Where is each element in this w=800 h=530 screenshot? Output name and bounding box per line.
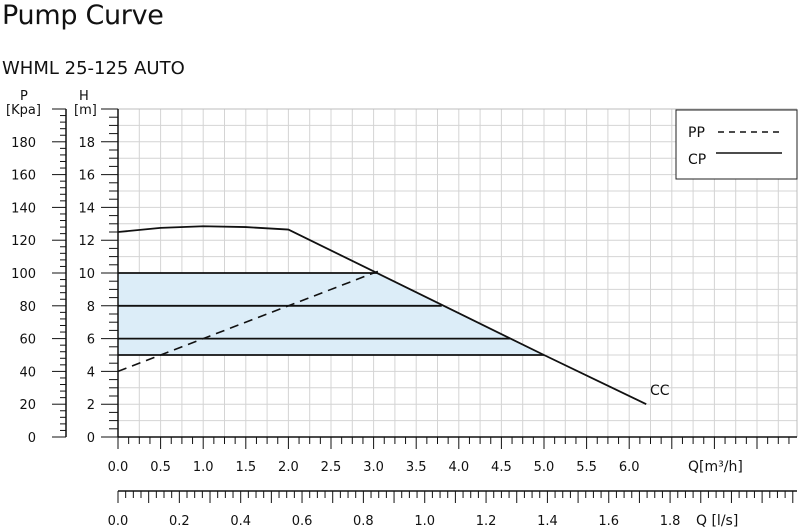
q-m3h-tick-label: 3.0 (363, 460, 384, 475)
max-performance-curve (117, 225, 647, 406)
h-axis-tick-label: 18 (78, 136, 95, 151)
p-axis-tick-label: 20 (19, 398, 36, 413)
q-ls-tick-label: 1.6 (598, 514, 619, 529)
q-m3h-tick-label: 4.5 (491, 460, 512, 475)
h-axis-tick-label: 0 (87, 431, 95, 446)
h-axis-unit: [m] (74, 103, 97, 118)
q-m3h-tick-label: 0.0 (108, 460, 129, 475)
q-ls-tick-label: 1.0 (414, 514, 435, 529)
q-ls-tick-label: 0.0 (108, 514, 129, 529)
q-ls-tick-label: 0.2 (169, 514, 190, 529)
h-axis-tick-label: 2 (87, 398, 95, 413)
h-axis-tick-label: 8 (87, 300, 95, 315)
chart-curves (117, 225, 647, 406)
q-ls-tick-label: 0.8 (353, 514, 374, 529)
q-m3h-tick-label: 6.0 (619, 460, 640, 475)
p-axis-tick-label: 60 (19, 333, 36, 348)
p-axis-symbol: P (20, 89, 28, 104)
operating-range-fill (118, 273, 544, 355)
p-axis-tick-label: 80 (19, 300, 36, 315)
h-axis-tick-label: 12 (78, 234, 95, 249)
q-ls-tick-label: 0.4 (230, 514, 251, 529)
legend-box (675, 109, 798, 180)
h-axis-symbol: H (79, 89, 89, 104)
q-m3h-tick-label: 3.5 (406, 460, 427, 475)
p-axis-tick-label: 180 (11, 136, 36, 151)
q-m3h-tick-label: 1.0 (193, 460, 214, 475)
p-axis-unit: [Kpa] (6, 103, 41, 118)
q-ls-tick-label: 1.2 (476, 514, 497, 529)
page-title: Pump Curve (2, 0, 164, 31)
q-m3h-tick-label: 0.5 (150, 460, 171, 475)
q-m3h-tick-label: 5.5 (576, 460, 597, 475)
h-axis-tick-label: 10 (78, 267, 95, 282)
q-m3h-tick-label: 5.0 (534, 460, 555, 475)
h-axis-tick-label: 14 (78, 201, 95, 216)
q-m3h-tick-label: 2.5 (321, 460, 342, 475)
p-axis-tick-label: 140 (11, 201, 36, 216)
p-axis-tick-label: 100 (11, 267, 36, 282)
q-m3h-axis-label: Q[m³/h] (688, 459, 743, 475)
operating-range-area (118, 273, 544, 355)
p-axis-tick-label: 0 (28, 431, 36, 446)
curve-label-cc: CC (650, 383, 670, 399)
h-axis-tick-label: 6 (87, 333, 95, 348)
p-axis-tick-label: 160 (11, 169, 36, 184)
q-ls-tick-label: 1.8 (660, 514, 681, 529)
q-m3h-tick-label: 1.5 (235, 460, 256, 475)
p-axis-tick-label: 40 (19, 365, 36, 380)
h-axis-tick-label: 4 (87, 365, 95, 380)
h-axis-tick-label: 16 (78, 169, 95, 184)
legend-label-cp: CP (688, 152, 706, 168)
q-m3h-tick-label: 4.0 (448, 460, 469, 475)
q-ls-axis-label: Q [l/s] (696, 513, 738, 529)
page-subtitle: WHML 25-125 AUTO (2, 58, 185, 79)
q-m3h-tick-label: 2.0 (278, 460, 299, 475)
legend-label-pp: PP (688, 125, 705, 141)
q-ls-tick-label: 1.4 (537, 514, 558, 529)
q-ls-tick-label: 0.6 (292, 514, 313, 529)
p-axis-tick-label: 120 (11, 234, 36, 249)
chart-axes: 0 20 40 60 80 100 120 140 160 180 0 2 4 6 8 10 12 14 16 18 0… (11, 108, 797, 529)
